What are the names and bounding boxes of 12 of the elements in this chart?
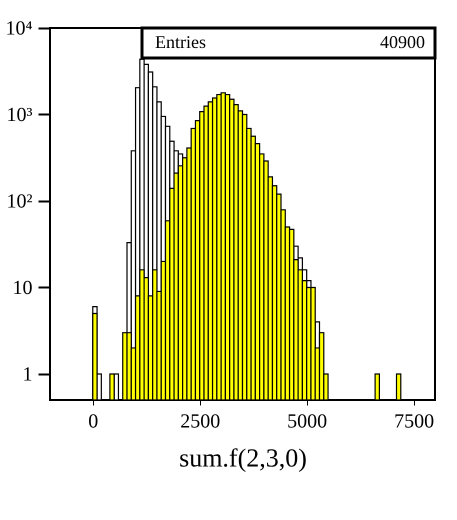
y-tick-label: 1 bbox=[22, 363, 32, 386]
x-tick-label: 0 bbox=[88, 410, 98, 432]
annotation: 40900 bbox=[380, 32, 425, 52]
x-tick-label: 5000 bbox=[287, 410, 328, 432]
annotation: Entries bbox=[155, 32, 206, 52]
x-tick-label: 2500 bbox=[180, 410, 220, 432]
y-tick-label: 10² bbox=[6, 190, 32, 212]
y-tick-label: 10 bbox=[12, 276, 32, 299]
y-tick-label: 10³ bbox=[6, 104, 32, 126]
x-tick-label: 7500 bbox=[394, 410, 434, 432]
y-tick-label: 10⁴ bbox=[6, 18, 33, 40]
x-axis-title: sum.f(2,3,0) bbox=[179, 444, 307, 472]
